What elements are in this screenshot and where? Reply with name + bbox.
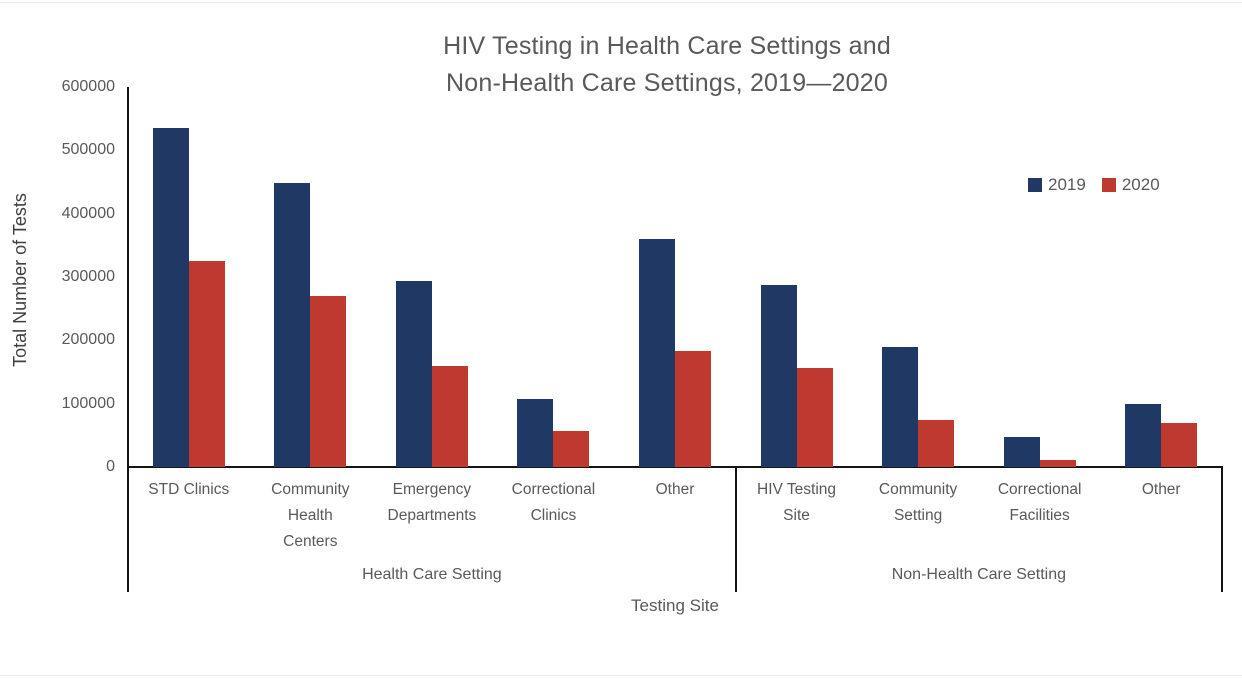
legend-label-2020: 2020 — [1121, 175, 1160, 194]
category-label-emergency-departments: Emergency Departments — [387, 481, 477, 524]
bar-2019-other — [1125, 404, 1162, 467]
ytick-200000: 200000 — [61, 331, 115, 349]
bar-2020-emergency-departments — [431, 365, 468, 467]
chart-title: HIV Testing in Health Care Settings and … — [443, 32, 891, 97]
y-axis-line — [127, 87, 129, 468]
ytick-400000: 400000 — [61, 204, 115, 222]
bar-2019-correctional-clinics — [517, 398, 554, 467]
group-label-health-care-setting: Health Care Setting — [362, 566, 502, 583]
category-label-hiv-testing-site: HIV Testing Site — [757, 481, 837, 524]
bar-2020-std-clinics — [188, 261, 225, 467]
bar-2019-emergency-departments — [395, 281, 432, 467]
bar-2020-other — [1161, 423, 1198, 467]
divider-1 — [734, 467, 737, 592]
bar-2019-other — [639, 239, 675, 467]
legend-item-2019: 2019 — [1028, 175, 1086, 195]
ytick-100000: 100000 — [61, 394, 115, 412]
category-label-community-health-centers: Community Health Centers — [271, 481, 350, 550]
bar-2020-correctional-clinics — [553, 430, 590, 467]
bar-2019-std-clinics — [152, 128, 189, 467]
group-label-non-health-care-setting: Non-Health Care Setting — [891, 566, 1067, 583]
bar-2019-community-health-centers — [274, 182, 311, 467]
category-label-correctional-facilities: Correctional Facilities — [997, 481, 1082, 524]
legend-swatch-2019 — [1028, 178, 1042, 192]
category-label-std-clinics: STD Clinics — [148, 481, 230, 498]
category-label-community-setting: Community Setting — [878, 481, 958, 524]
x-axis-line — [127, 466, 1223, 468]
bar-2020-other — [675, 351, 711, 467]
category-label-other: Other — [655, 481, 695, 498]
category-label-correctional-clinics: Correctional Clinics — [511, 481, 596, 524]
legend-label-2019: 2019 — [1048, 175, 1086, 194]
x-axis-title: Testing Site — [631, 596, 719, 615]
bar-2019-hiv-testing-site — [760, 285, 797, 467]
bar-2020-hiv-testing-site — [796, 367, 833, 467]
divider-0 — [127, 467, 129, 592]
bar-2020-correctional-facilities — [1039, 460, 1076, 467]
legend: 2019 2020 — [1028, 175, 1160, 195]
category-label-other: Other — [1141, 481, 1181, 498]
bar-2020-community-setting — [918, 419, 955, 467]
ytick-600000: 600000 — [61, 78, 115, 95]
ytick-500000: 500000 — [61, 141, 115, 159]
divider-2 — [1221, 467, 1223, 592]
ytick-0: 0 — [106, 458, 115, 475]
top-edge-line — [0, 2, 1242, 3]
ytick-300000: 300000 — [61, 268, 115, 285]
legend-swatch-2020 — [1101, 178, 1116, 192]
bar-2019-community-setting — [882, 346, 919, 467]
legend-item-2020: 2020 — [1101, 175, 1160, 195]
bar-2020-community-health-centers — [310, 296, 347, 467]
bottom-edge-line — [0, 675, 1242, 676]
bar-2019-correctional-facilities — [1003, 437, 1040, 467]
